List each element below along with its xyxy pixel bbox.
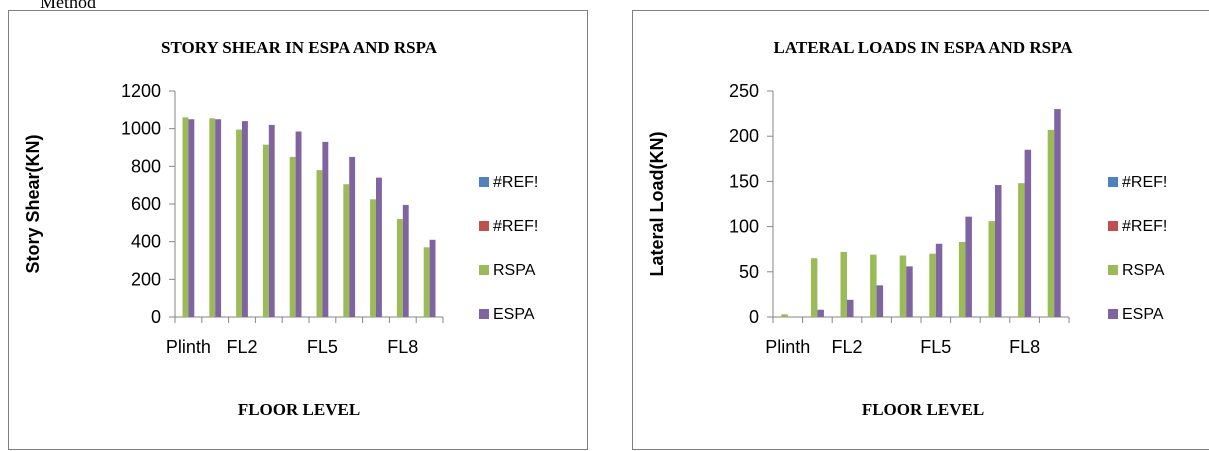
bar-espa bbox=[402, 204, 409, 317]
lateral-loads-chart: LATERAL LOADS IN ESPA AND RSPA 0 50 100 150 2… bbox=[632, 10, 1209, 450]
x-tick-label: FL5 bbox=[307, 337, 338, 357]
bar-espa bbox=[242, 121, 248, 317]
bar-rspa bbox=[870, 254, 877, 317]
bar-espa bbox=[847, 299, 854, 317]
bar-rspa bbox=[370, 199, 376, 317]
x-tick-label: FL5 bbox=[920, 337, 951, 357]
bar-espa bbox=[906, 266, 913, 317]
x-tick-label: FL2 bbox=[226, 337, 257, 357]
bar-rspa bbox=[1018, 183, 1025, 317]
x-tick-label: Plinth bbox=[166, 337, 211, 357]
y-tick-label: 1200 bbox=[121, 81, 161, 101]
legend-swatch bbox=[1108, 221, 1118, 231]
legend-label: RSPA bbox=[493, 262, 536, 279]
y-tick-label: 0 bbox=[151, 307, 161, 327]
page-top-text: Method bbox=[40, 0, 96, 12]
bar-espa bbox=[817, 309, 824, 317]
bar-espa bbox=[876, 285, 884, 317]
story-shear-chart: STORY SHEAR IN ESPA AND RSPA 0 200 400 600 80… bbox=[8, 10, 588, 450]
bar-espa bbox=[349, 156, 356, 317]
legend-label: ESPA bbox=[1122, 306, 1164, 323]
bar-espa bbox=[935, 243, 943, 317]
legend-swatch bbox=[1108, 309, 1118, 319]
bar-espa bbox=[268, 124, 275, 318]
bar-espa bbox=[376, 177, 382, 317]
y-tick-label: 50 bbox=[739, 262, 759, 282]
x-tick-label: FL2 bbox=[831, 337, 862, 357]
legend-swatch bbox=[479, 221, 489, 231]
y-axis-title: Story Shear(KN) bbox=[23, 134, 43, 273]
chart-title: LATERAL LOADS IN ESPA AND RSPA bbox=[774, 38, 1074, 57]
story-shear-chart-svg: STORY SHEAR IN ESPA AND RSPA 0 200 400 600 80… bbox=[23, 38, 538, 419]
y-axis-title: Lateral Load(KN) bbox=[647, 131, 667, 276]
bar-rspa bbox=[958, 241, 966, 317]
bar-espa bbox=[295, 131, 302, 317]
legend-label: #REF! bbox=[493, 174, 538, 191]
bar-rspa bbox=[236, 129, 242, 317]
x-tick-label: FL8 bbox=[1009, 337, 1040, 357]
x-tick-label: Plinth bbox=[765, 337, 810, 357]
y-tick-label: 1000 bbox=[121, 119, 161, 139]
bar-espa bbox=[188, 119, 195, 317]
legend-swatch bbox=[1108, 177, 1118, 187]
legend-label: #REF! bbox=[1122, 218, 1167, 235]
legend-swatch bbox=[1108, 265, 1118, 275]
legend-label: #REF! bbox=[1122, 174, 1167, 191]
bar-rspa bbox=[1047, 129, 1055, 317]
bar-rspa bbox=[289, 156, 296, 317]
bar-espa bbox=[429, 239, 436, 317]
bar-rspa bbox=[810, 258, 818, 317]
bar-rspa bbox=[396, 219, 403, 317]
y-tick-label: 250 bbox=[729, 81, 759, 101]
bar-rspa bbox=[781, 314, 788, 317]
y-tick-label: 400 bbox=[131, 232, 161, 252]
legend-label: #REF! bbox=[493, 218, 538, 235]
legend-label: RSPA bbox=[1122, 262, 1165, 279]
bar-rspa bbox=[988, 221, 995, 317]
x-axis-title: FLOOR LEVEL bbox=[862, 400, 984, 419]
y-tick-label: 800 bbox=[131, 156, 161, 176]
x-axis-title: FLOOR LEVEL bbox=[238, 400, 360, 419]
bar-espa bbox=[322, 141, 329, 317]
bar-espa bbox=[215, 119, 222, 317]
legend-swatch bbox=[479, 309, 489, 319]
bar-espa bbox=[1054, 109, 1061, 317]
y-tick-label: 200 bbox=[729, 126, 759, 146]
bar-rspa bbox=[343, 184, 350, 317]
legend-swatch bbox=[479, 265, 489, 275]
y-tick-label: 200 bbox=[131, 269, 161, 289]
bar-rspa bbox=[316, 170, 323, 317]
y-tick-label: 0 bbox=[749, 307, 759, 327]
bar-rspa bbox=[840, 251, 847, 317]
legend-swatch bbox=[479, 177, 489, 187]
bar-espa bbox=[965, 216, 972, 317]
bar-espa bbox=[1024, 149, 1032, 317]
bar-rspa bbox=[262, 144, 269, 317]
bar-espa bbox=[995, 185, 1002, 317]
y-tick-label: 100 bbox=[729, 217, 759, 237]
bar-rspa bbox=[899, 255, 907, 317]
chart-title: STORY SHEAR IN ESPA AND RSPA bbox=[161, 38, 438, 57]
bar-rspa bbox=[209, 118, 216, 317]
bar-rspa bbox=[182, 117, 189, 317]
legend-label: ESPA bbox=[493, 306, 535, 323]
x-tick-label: FL8 bbox=[387, 337, 418, 357]
lateral-loads-chart-svg: LATERAL LOADS IN ESPA AND RSPA 0 50 100 150 2… bbox=[647, 38, 1167, 419]
y-tick-label: 150 bbox=[729, 171, 759, 191]
y-tick-label: 600 bbox=[131, 194, 161, 214]
bar-rspa bbox=[423, 247, 430, 317]
bar-rspa bbox=[929, 253, 936, 317]
